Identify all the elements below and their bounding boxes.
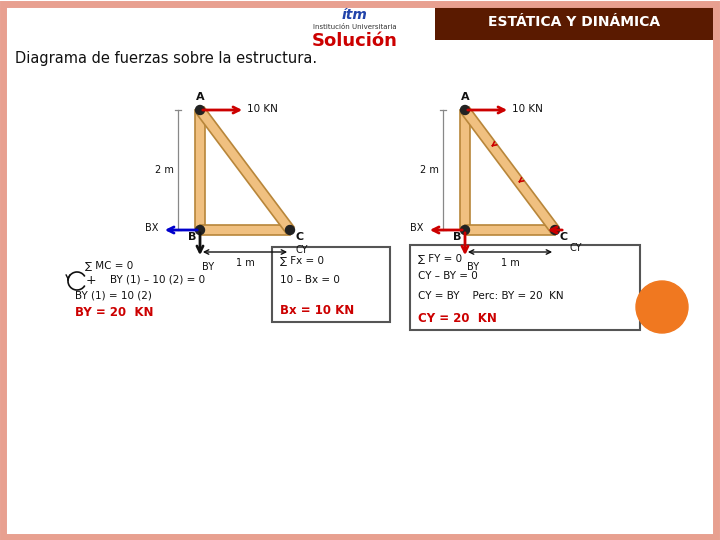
Text: CY: CY bbox=[295, 245, 307, 255]
Text: C: C bbox=[560, 232, 568, 242]
Text: CY – BY = 0: CY – BY = 0 bbox=[418, 271, 478, 281]
Polygon shape bbox=[461, 107, 559, 233]
Polygon shape bbox=[465, 225, 555, 235]
Text: CY = BY    Perc: BY = 20  KN: CY = BY Perc: BY = 20 KN bbox=[418, 291, 564, 301]
Circle shape bbox=[196, 226, 204, 234]
Text: Bx = 10 KN: Bx = 10 KN bbox=[280, 303, 354, 316]
Polygon shape bbox=[460, 110, 470, 230]
Text: Diagrama de fuerzas sobre la estructura.: Diagrama de fuerzas sobre la estructura. bbox=[15, 51, 317, 65]
Text: 10 KN: 10 KN bbox=[247, 104, 278, 114]
Bar bbox=[435, 3, 713, 40]
Text: CY = 20  KN: CY = 20 KN bbox=[418, 312, 497, 325]
Circle shape bbox=[196, 105, 204, 114]
Text: CY: CY bbox=[569, 243, 582, 253]
Text: ∑ Fx = 0: ∑ Fx = 0 bbox=[280, 255, 324, 265]
Circle shape bbox=[461, 226, 469, 234]
Text: 1 m: 1 m bbox=[500, 258, 519, 268]
Text: ESTÁTICA Y DINÁMICA: ESTÁTICA Y DINÁMICA bbox=[488, 15, 660, 29]
Text: C: C bbox=[295, 232, 303, 242]
Text: Solución: Solución bbox=[312, 32, 398, 50]
Bar bbox=[272, 247, 390, 322]
Text: B: B bbox=[188, 232, 196, 242]
Text: ∑ FY = 0: ∑ FY = 0 bbox=[418, 253, 462, 263]
Text: Institución Universitaria: Institución Universitaria bbox=[313, 24, 397, 30]
Polygon shape bbox=[200, 225, 290, 235]
Bar bbox=[410, 245, 640, 330]
Text: BY: BY bbox=[202, 262, 214, 272]
Text: BY = 20  KN: BY = 20 KN bbox=[75, 306, 153, 319]
Text: ∑ MC = 0: ∑ MC = 0 bbox=[85, 260, 133, 270]
Text: A: A bbox=[196, 92, 204, 102]
Text: 10 – Bx = 0: 10 – Bx = 0 bbox=[280, 275, 340, 285]
Text: BY (1) = 10 (2): BY (1) = 10 (2) bbox=[75, 290, 152, 300]
Polygon shape bbox=[195, 110, 205, 230]
Text: 10 KN: 10 KN bbox=[512, 104, 543, 114]
Text: A: A bbox=[461, 92, 469, 102]
Circle shape bbox=[551, 226, 559, 234]
Polygon shape bbox=[196, 107, 294, 233]
Circle shape bbox=[461, 105, 469, 114]
Text: BY (1) – 10 (2) = 0: BY (1) – 10 (2) = 0 bbox=[110, 274, 205, 284]
Text: BY: BY bbox=[467, 262, 479, 272]
Text: BX: BX bbox=[410, 223, 423, 233]
Circle shape bbox=[636, 281, 688, 333]
Circle shape bbox=[286, 226, 294, 234]
Text: 2 m: 2 m bbox=[420, 165, 439, 175]
Text: +: + bbox=[86, 274, 96, 287]
Text: BX: BX bbox=[145, 223, 158, 233]
Text: 1 m: 1 m bbox=[235, 258, 254, 268]
Text: B: B bbox=[453, 232, 461, 242]
Text: 2 m: 2 m bbox=[155, 165, 174, 175]
Text: ítm: ítm bbox=[342, 8, 368, 22]
